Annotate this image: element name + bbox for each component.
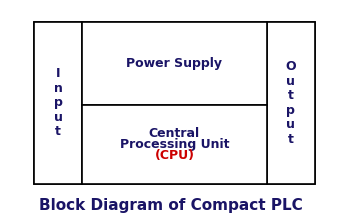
Text: Block Diagram of Compact PLC: Block Diagram of Compact PLC <box>39 198 303 213</box>
Text: Power Supply: Power Supply <box>127 57 222 70</box>
Bar <box>267 22 315 184</box>
Bar <box>82 22 267 105</box>
Text: O
u
t
p
u
t: O u t p u t <box>285 60 296 146</box>
Text: Processing Unit: Processing Unit <box>120 138 229 151</box>
Bar <box>34 22 82 184</box>
Text: (CPU): (CPU) <box>155 149 194 162</box>
Text: Central: Central <box>149 127 200 140</box>
Bar <box>34 22 315 184</box>
Text: I
n
p
u
t: I n p u t <box>54 67 63 138</box>
Bar <box>82 105 267 184</box>
